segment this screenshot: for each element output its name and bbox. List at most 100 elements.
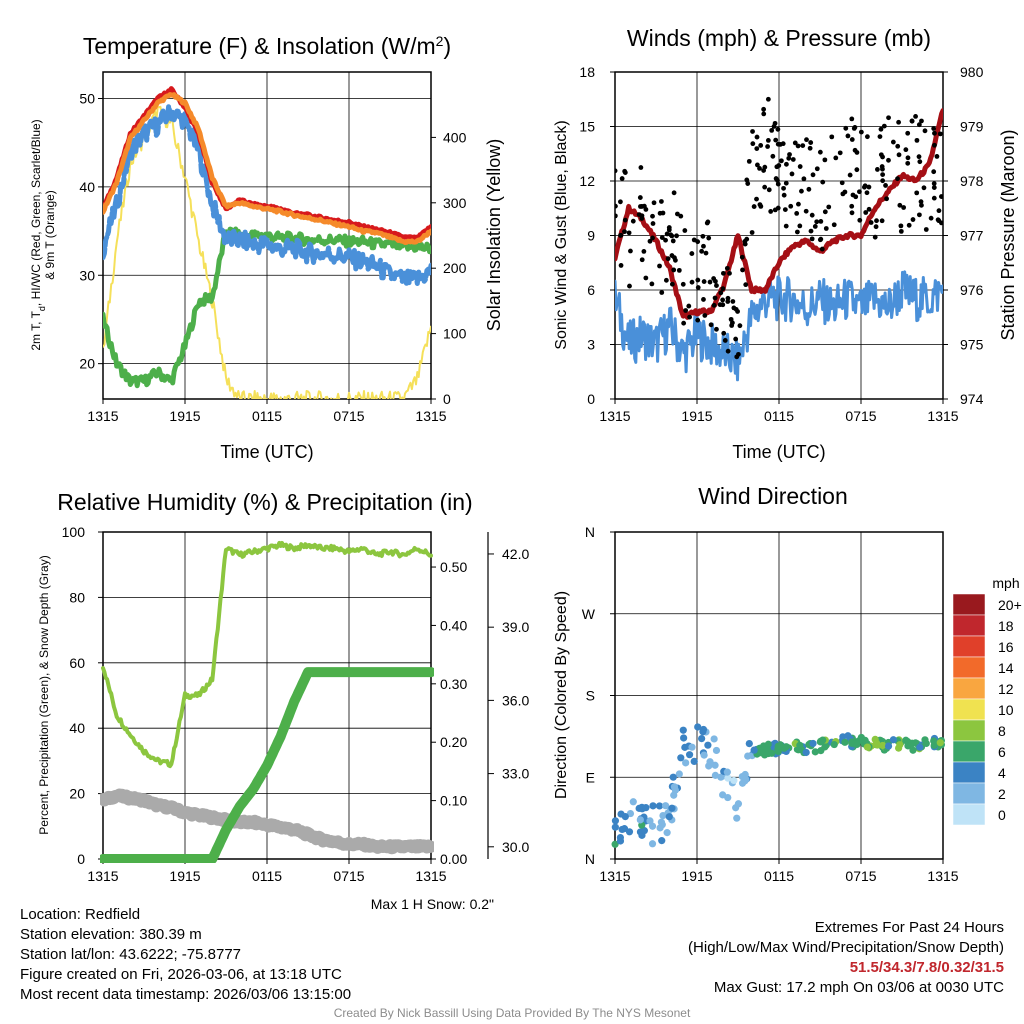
gust-point: [651, 200, 657, 206]
gust-point: [780, 141, 786, 147]
gust-point: [680, 281, 686, 287]
gust-point: [718, 290, 724, 296]
gust-point: [721, 330, 727, 336]
gust-point: [849, 210, 855, 216]
gust-point: [895, 176, 900, 182]
gust-point: [722, 338, 728, 343]
gust-point: [775, 181, 781, 187]
wind-y2tick-label: 980: [960, 64, 984, 80]
gust-point: [647, 238, 653, 244]
rh-ytick-label: 20: [69, 786, 85, 802]
wind-ytick-label: 15: [579, 119, 595, 135]
gust-point: [819, 246, 825, 252]
gust-point: [751, 204, 757, 209]
gust-point: [765, 144, 770, 149]
direction-point: [724, 793, 732, 802]
gust-point: [622, 168, 628, 174]
direction-point: [851, 740, 859, 748]
gust-point: [641, 249, 647, 254]
gust-point: [724, 265, 730, 271]
dir-ytick-label: N: [585, 851, 595, 867]
dir-ytick-label: E: [586, 769, 595, 785]
gust-point: [921, 185, 927, 191]
direction-point: [649, 802, 657, 810]
gust-point: [849, 203, 855, 209]
gust-point: [657, 263, 662, 269]
gust-point: [720, 297, 726, 303]
direction-point: [930, 737, 938, 745]
gust-point: [665, 256, 671, 262]
pressure-line: [615, 108, 943, 320]
gust-point: [618, 263, 624, 268]
direction-point: [679, 726, 687, 734]
gust-point: [833, 155, 839, 161]
direction-point: [861, 736, 869, 745]
gust-point: [784, 161, 789, 167]
dir-ytick-label: N: [585, 524, 595, 540]
gust-point: [762, 184, 768, 190]
direction-point: [661, 802, 670, 810]
gust-point: [683, 308, 689, 313]
gust-point: [922, 128, 928, 134]
direction-point: [761, 751, 769, 759]
gust-point: [866, 184, 872, 190]
direction-point: [884, 742, 893, 750]
gust-point: [874, 218, 879, 224]
gust-point: [622, 217, 628, 223]
gust-point: [636, 212, 642, 218]
legend-label: 8: [998, 723, 1006, 739]
rh-ytick-label: 60: [69, 655, 85, 671]
legend-label: 0: [998, 807, 1006, 823]
gust-point: [699, 248, 705, 254]
direction-point: [922, 739, 930, 748]
direction-point: [711, 771, 720, 779]
gust-point: [762, 164, 768, 170]
legend-swatch: [952, 635, 986, 658]
wind-xlabel: Time (UTC): [732, 442, 825, 462]
gust-point: [931, 169, 937, 175]
gust-point: [663, 277, 669, 283]
gust-point: [657, 210, 663, 216]
gust-point: [669, 281, 675, 287]
direction-point: [618, 825, 626, 834]
gust-point: [704, 220, 710, 226]
gust-point: [701, 297, 706, 302]
gust-point: [757, 165, 762, 171]
extremes-values: 51.5/34.3/7.8/0.32/31.5: [849, 959, 1004, 976]
direction-point: [616, 833, 625, 842]
gust-point: [772, 120, 778, 126]
gust-point: [773, 176, 779, 181]
temp-series-orange: [103, 92, 431, 245]
gust-point: [659, 235, 665, 240]
gust-point: [720, 270, 726, 276]
gust-point: [765, 138, 771, 143]
gust-point: [936, 218, 942, 224]
gust-point: [851, 125, 857, 131]
gust-point: [909, 118, 915, 124]
snow-depth-line: [100, 788, 434, 855]
gust-point: [913, 113, 918, 119]
gust-point: [725, 295, 731, 301]
temp-ytick-label: 30: [79, 267, 95, 283]
wind-xtick-label: 0715: [845, 408, 876, 424]
temp-xtick-label: 1315: [415, 408, 446, 424]
gust-point: [807, 145, 813, 151]
gust-point: [742, 241, 748, 247]
gust-point: [674, 233, 679, 239]
direction-point: [669, 773, 677, 781]
wind-series-group: [615, 96, 943, 382]
gust-point: [919, 202, 924, 208]
direction-point: [745, 739, 753, 748]
gust-point: [806, 186, 812, 192]
gust-point: [687, 314, 692, 320]
gust-point: [627, 283, 632, 289]
gust-point: [896, 119, 902, 125]
gust-point: [770, 153, 776, 159]
wind-xtick-label: 1315: [927, 408, 958, 424]
gust-point: [916, 154, 922, 160]
gust-point: [795, 143, 801, 149]
gust-point: [903, 147, 909, 153]
temp-y2tick-label: 100: [443, 326, 467, 342]
direction-point: [611, 823, 619, 831]
elevation-text: Station elevation: 380.39 m: [20, 926, 202, 943]
